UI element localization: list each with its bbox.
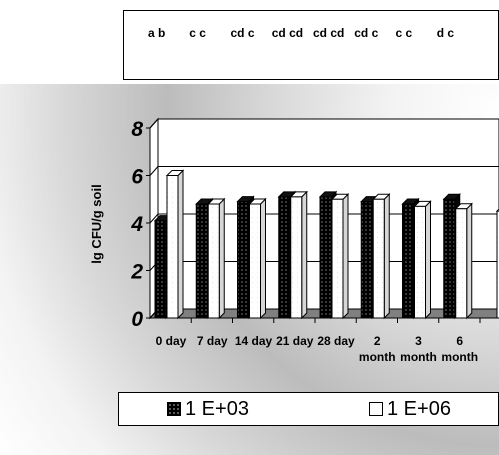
- x-tick-label-6-1: month: [400, 350, 437, 364]
- bar-1-0-side: [177, 169, 184, 320]
- legend-item-1e03: 1 E+03: [167, 398, 249, 420]
- y-tick-label-2: 4: [130, 213, 143, 236]
- y-tick-label-0: 0: [131, 308, 143, 331]
- significance-letters-0: a b: [148, 26, 166, 40]
- x-tick-label-5-1: month: [359, 350, 396, 364]
- x-tick-label-4-0: 28 day: [317, 334, 355, 348]
- x-tick-label-7-0: 6: [456, 334, 463, 348]
- significance-letters-1: c c: [189, 26, 206, 40]
- y-tick-label-4: 8: [131, 118, 143, 141]
- significance-letters-3: cd cd: [271, 26, 304, 40]
- legend-label-1e03: 1 E+03: [185, 398, 249, 420]
- bar-1-0: [166, 175, 179, 319]
- bar-0-5: [360, 201, 373, 319]
- x-tick-label-2-0: 14 day: [235, 334, 273, 348]
- bar-1-3-side: [301, 190, 308, 320]
- x-tick-label-3-0: 21 day: [276, 334, 314, 348]
- bar-1-3: [290, 196, 303, 319]
- x-tick-label-6-0: 3: [415, 334, 422, 348]
- bar-1-5-side: [383, 193, 390, 320]
- grid-depth-line-2: [149, 213, 159, 224]
- x-tick-label-5-0: 2: [374, 334, 381, 348]
- y-tick-label-1: 2: [130, 261, 143, 284]
- bar-0-2: [237, 201, 249, 319]
- bar-1-2: [249, 203, 261, 319]
- bar-1-1: [207, 203, 220, 319]
- grid-depth-line-3: [149, 166, 159, 176]
- significance-letters-4: cd cd: [313, 26, 345, 40]
- significance-letters-5: cd c: [354, 26, 379, 40]
- significance-letter-box: a b c c cd c cd cd cd cd cd c c c d c: [123, 10, 499, 80]
- bar-0-4: [319, 196, 332, 319]
- bar-1-5: [372, 198, 385, 319]
- x-tick-label-7-1: month: [441, 350, 478, 364]
- bar-0-3: [278, 196, 291, 319]
- legend-item-1e06: 1 E+06: [369, 398, 451, 420]
- significance-letters-7: d c: [436, 26, 455, 40]
- bar-0-7: [443, 198, 456, 319]
- legend-label-1e06: 1 E+06: [387, 398, 451, 420]
- bar-1-4: [331, 198, 344, 319]
- bar-1-4-side: [342, 193, 349, 320]
- x-tick-label-0-0: 0 day: [156, 334, 187, 348]
- bar-0-6: [402, 203, 414, 319]
- y-tick-label-3: 6: [131, 166, 143, 189]
- y-axis-label: lg CFU/g soil: [89, 184, 104, 263]
- legend: 1 E+03 1 E+06: [118, 392, 499, 426]
- significance-letters-2: cd c: [230, 26, 255, 40]
- significance-letters-6: c c: [395, 26, 413, 40]
- bar-1-7-side: [466, 202, 473, 320]
- legend-swatch-1e06: [369, 402, 383, 416]
- bar-1-2-side: [260, 197, 266, 320]
- bar-1-1-side: [218, 197, 225, 320]
- bar-1-6: [414, 205, 426, 319]
- bar-1-6-side: [425, 200, 431, 320]
- bar-0-0: [154, 220, 167, 319]
- bar-1-8: [496, 210, 499, 319]
- x-tick-label-1-0: 7 day: [197, 334, 228, 348]
- legend-swatch-1e03: [167, 402, 181, 416]
- bar-1-7: [455, 208, 468, 319]
- bar-0-1: [195, 203, 208, 319]
- grid-depth-line-4: [149, 118, 159, 129]
